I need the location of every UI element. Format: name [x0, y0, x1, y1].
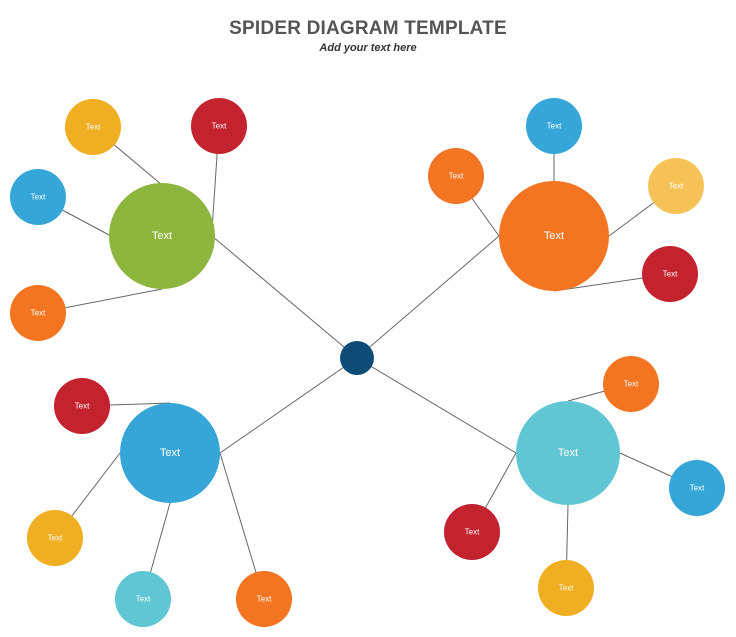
leaf-node-top-right-4-circle — [642, 246, 698, 302]
leaf-node-bottom-right-3: Text — [444, 504, 500, 560]
leaf-node-bottom-right-1: Text — [603, 356, 659, 412]
leaf-node-top-left-1-label: Text — [86, 123, 101, 132]
leaf-node-top-right-3-label: Text — [669, 182, 684, 191]
hub-node-top-right-label: Text — [544, 230, 564, 242]
hub-node-top-left: Text — [109, 183, 215, 289]
leaf-node-top-right-2-circle — [428, 148, 484, 204]
leaf-node-top-right-3-circle — [648, 158, 704, 214]
leaf-node-top-left-3: Text — [10, 169, 66, 225]
leaf-node-top-right-2: Text — [428, 148, 484, 204]
hub-node-top-right-circle — [499, 181, 609, 291]
leaf-node-top-right-1-circle — [526, 98, 582, 154]
center-node — [340, 341, 374, 375]
leaf-node-bottom-right-2-circle — [669, 460, 725, 516]
leaf-node-top-left-4: Text — [10, 285, 66, 341]
leaf-node-top-right-2-label: Text — [449, 172, 464, 181]
leaf-node-bottom-left-1: Text — [54, 378, 110, 434]
leaf-node-top-left-1-circle — [65, 99, 121, 155]
leaf-node-bottom-left-4-circle — [236, 571, 292, 627]
leaf-node-bottom-right-4-label: Text — [559, 584, 574, 593]
center-node-circle — [340, 341, 374, 375]
leaf-node-bottom-left-2: Text — [27, 510, 83, 566]
leaf-node-top-left-2-circle — [191, 98, 247, 154]
hub-node-bottom-right-label: Text — [558, 447, 578, 459]
hub-node-top-left-label: Text — [152, 230, 172, 242]
leaf-node-bottom-left-3: Text — [115, 571, 171, 627]
leaf-node-bottom-right-4: Text — [538, 560, 594, 616]
leaf-node-bottom-left-2-label: Text — [48, 534, 63, 543]
leaf-node-top-left-1: Text — [65, 99, 121, 155]
leaf-node-top-left-3-circle — [10, 169, 66, 225]
diagram-nodes: Text Text Text Text Text Text Text Text Text Text… — [10, 98, 725, 627]
hub-node-top-right: Text — [499, 181, 609, 291]
leaf-node-top-right-3: Text — [648, 158, 704, 214]
leaf-node-bottom-left-3-label: Text — [136, 595, 151, 604]
leaf-node-top-left-4-label: Text — [31, 309, 46, 318]
leaf-node-top-right-1: Text — [526, 98, 582, 154]
leaf-node-bottom-left-1-label: Text — [75, 402, 90, 411]
spoke-line-top-right — [356, 235, 500, 359]
leaf-node-bottom-right-1-circle — [603, 356, 659, 412]
hub-node-bottom-left-label: Text — [160, 447, 180, 459]
leaf-node-top-left-3-label: Text — [31, 193, 46, 202]
leaf-node-bottom-left-2-circle — [27, 510, 83, 566]
hub-node-bottom-right-circle — [516, 401, 620, 505]
leaf-node-bottom-left-1-circle — [54, 378, 110, 434]
hub-node-bottom-right: Text — [516, 401, 620, 505]
leaf-node-bottom-right-4-circle — [538, 560, 594, 616]
diagram-title: SPIDER DIAGRAM TEMPLATE — [229, 18, 507, 39]
leaf-node-bottom-left-3-circle — [115, 571, 171, 627]
spoke-line-bottom-right — [356, 357, 517, 454]
leaf-node-bottom-right-3-circle — [444, 504, 500, 560]
leaf-node-top-right-1-label: Text — [547, 122, 562, 131]
leaf-node-bottom-right-3-label: Text — [465, 528, 480, 537]
leaf-node-top-left-4-circle — [10, 285, 66, 341]
leaf-node-bottom-right-2: Text — [669, 460, 725, 516]
leaf-node-bottom-right-1-label: Text — [624, 380, 639, 389]
hub-node-bottom-left-circle — [120, 403, 220, 503]
leaf-node-top-left-2: Text — [191, 98, 247, 154]
spoke-line-top-left — [211, 235, 358, 359]
leaf-node-bottom-left-4-label: Text — [257, 595, 272, 604]
hub-node-bottom-left: Text — [120, 403, 220, 503]
hub-node-top-left-circle — [109, 183, 215, 289]
leaf-node-top-right-4: Text — [642, 246, 698, 302]
leaf-node-top-left-2-label: Text — [212, 122, 227, 131]
leaf-node-bottom-left-4: Text — [236, 571, 292, 627]
leaf-node-bottom-right-2-label: Text — [690, 484, 705, 493]
spoke-line-bottom-left — [219, 357, 358, 454]
diagram-subtitle: Add your text here — [319, 42, 417, 54]
leaf-node-top-right-4-label: Text — [663, 270, 678, 279]
